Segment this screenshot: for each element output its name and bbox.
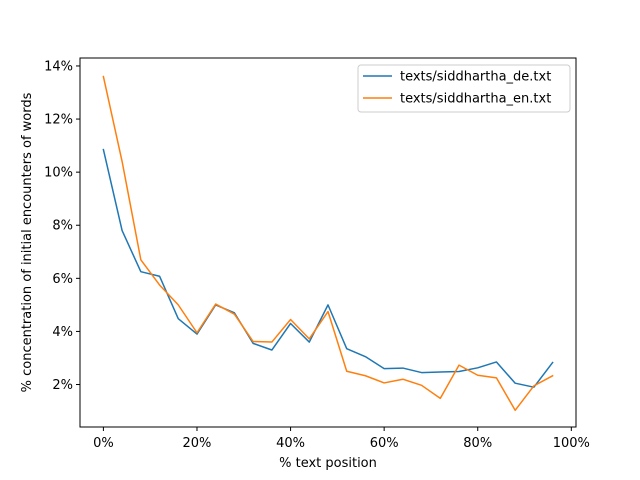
x-axis-label: % text position (279, 456, 377, 471)
x-tick-label: 40% (276, 436, 305, 451)
x-tick-label: 0% (93, 436, 114, 451)
y-tick-label: 14% (44, 59, 73, 74)
y-axis-label: % concentration of initial encounters of… (20, 92, 35, 392)
series-line-0 (102, 148, 554, 388)
series-layer (102, 75, 554, 412)
y-tick-label: 8% (52, 219, 73, 234)
y-tick-label: 2% (52, 378, 73, 393)
x-tick-label: 60% (370, 436, 399, 451)
y-tick-label: 4% (52, 325, 73, 340)
y-tick-label: 6% (52, 272, 73, 287)
x-axis-ticks: 0% 20% 40% 60% 80% 100% (93, 427, 590, 451)
legend-label-1: texts/siddhartha_en.txt (400, 92, 551, 107)
y-axis-ticks: 2% 4% 6% 8% 10% 12% 14% (44, 59, 80, 393)
x-tick-label: 20% (183, 436, 212, 451)
legend-box (357, 64, 571, 113)
x-tick-label: 100% (553, 436, 590, 451)
legend: texts/siddhartha_de.txt texts/siddhartha_… (357, 64, 571, 113)
axes-frame (79, 57, 577, 428)
series-line-1 (102, 75, 554, 412)
x-tick-label: 80% (463, 436, 492, 451)
y-tick-label: 10% (44, 166, 73, 181)
y-tick-label: 12% (44, 113, 73, 128)
legend-label-0: texts/siddhartha_de.txt (400, 70, 551, 85)
